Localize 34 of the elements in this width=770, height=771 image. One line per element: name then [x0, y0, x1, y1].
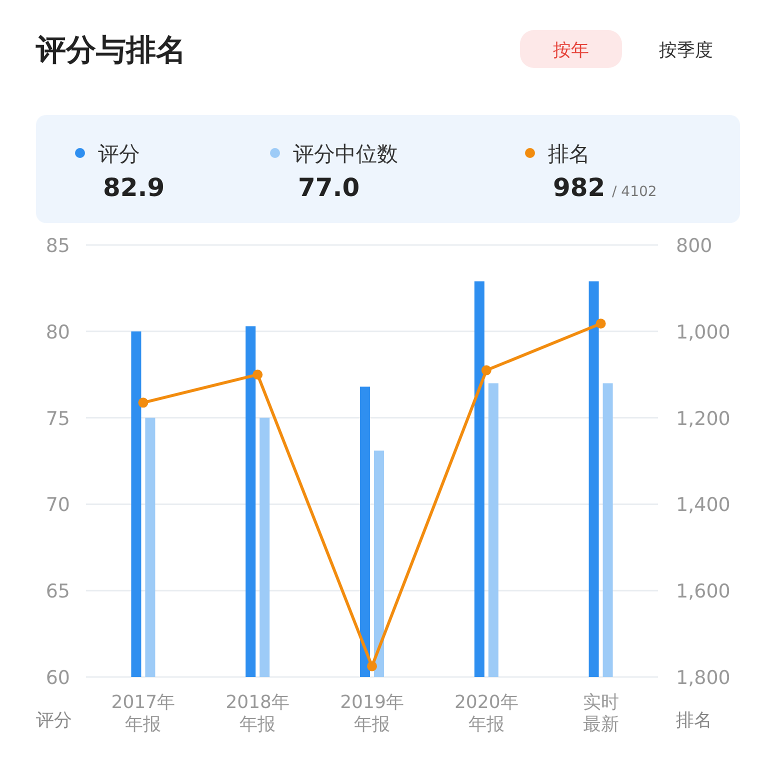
- text: 77.0: [298, 173, 360, 202]
- point: [596, 318, 606, 329]
- y2-tick-label: 1,000: [676, 321, 730, 344]
- point: [481, 365, 492, 376]
- y-tick-label: 65: [46, 580, 70, 603]
- point: [367, 661, 377, 672]
- legend-label: 排名: [548, 142, 590, 166]
- y2-tick-label: 1,400: [676, 494, 730, 516]
- y2-tick-label: 1,600: [676, 580, 730, 603]
- text: 982: [553, 173, 606, 202]
- chart-title: 评分与排名: [35, 33, 186, 68]
- y2-tick-label: 1,200: [676, 408, 730, 430]
- point: [252, 370, 263, 380]
- y-axis-title: 评分: [36, 710, 72, 731]
- y-tick-label: 70: [46, 494, 70, 516]
- x-tick-label: 2017年年报: [111, 692, 176, 735]
- text: 按年: [553, 40, 589, 61]
- y-tick-label: 60: [46, 667, 70, 689]
- x-tick-label: 2018年年报: [226, 692, 290, 735]
- text: 按季度: [659, 40, 713, 61]
- text: 82.9: [103, 173, 165, 202]
- x-tick-label: 2019年年报: [340, 692, 404, 735]
- text: / 4102: [612, 184, 657, 200]
- y-tick-label: 75: [46, 408, 70, 430]
- x-tick-label: 2020年年报: [454, 692, 518, 735]
- legend-label: 评分: [98, 142, 140, 166]
- x-tick-label: 实时最新: [582, 692, 619, 735]
- y2-axis-title: 排名: [676, 710, 712, 731]
- y2-tick-label: 1,800: [676, 667, 730, 689]
- y2-tick-label: 800: [676, 235, 712, 257]
- y-tick-label: 85: [46, 235, 70, 257]
- point: [138, 398, 148, 408]
- y-tick-label: 80: [46, 321, 70, 344]
- legend-label: 评分中位数: [293, 142, 398, 166]
